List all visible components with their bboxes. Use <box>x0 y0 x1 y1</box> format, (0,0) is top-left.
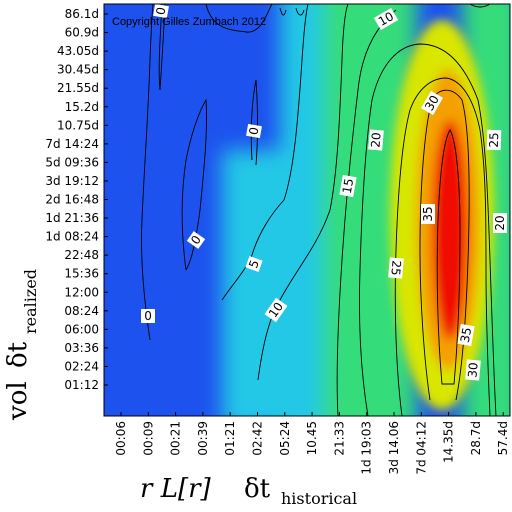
contour-line <box>419 89 470 401</box>
y-tick-label: 43.05d <box>57 44 99 58</box>
x-axis-title-symbol: δt <box>244 474 271 504</box>
contour-label: 35 <box>421 206 435 221</box>
y-tick-label: 1d 08:24 <box>45 230 99 244</box>
contour-label: 10 <box>376 9 396 29</box>
copyright-text: Copyright Gilles Zumbach 2012 <box>112 16 266 28</box>
contour-line <box>141 4 154 341</box>
contour-line <box>359 43 497 416</box>
y-axis-title-subscript: realized <box>21 269 40 334</box>
y-tick-label: 03:36 <box>64 341 99 355</box>
y-tick-label: 01:12 <box>64 378 99 392</box>
y-axis-title-symbol: δt <box>3 341 33 368</box>
y-tick-label: 3d 19:12 <box>45 174 99 188</box>
x-tick-label: 00:09 <box>141 421 155 456</box>
heatmap-field <box>104 4 510 416</box>
contour-label: 25 <box>487 132 502 148</box>
contour-label: 0 <box>246 126 261 136</box>
plot-frame <box>103 3 511 417</box>
x-tick-label: 10.45 <box>305 421 319 455</box>
y-tick-label: 1d 21:36 <box>45 211 99 225</box>
contour-label: 30 <box>422 93 442 113</box>
y-axis: 86.1d 60.9d 43.05d 30.45d 21.55d 15.2d 10.75d 7… <box>45 7 108 392</box>
y-tick-label: 86.1d <box>65 7 99 21</box>
x-axis-title-subscript: historical <box>281 489 357 508</box>
contour-label: 0 <box>144 309 152 323</box>
contour-label: 25 <box>388 260 403 276</box>
y-tick-label: 12:00 <box>64 285 99 299</box>
contour-label: 0 <box>153 6 168 16</box>
contour-line <box>158 4 166 91</box>
x-tick-label: 1d 19:03 <box>360 421 374 475</box>
x-tick-label: 00:39 <box>196 421 210 456</box>
contour-line <box>295 7 305 16</box>
y-tick-label: 15.2d <box>65 100 99 114</box>
contour-label: 15 <box>340 177 356 194</box>
y-tick-label: 7d 14:24 <box>45 137 99 151</box>
x-tick-label: 02:42 <box>251 421 265 456</box>
x-axis: 00:06 00:09 00:21 00:39 01:21 02:42 05:24 10.45… <box>114 412 510 475</box>
contour-line <box>469 4 491 8</box>
y-tick-label: 22:48 <box>64 248 99 262</box>
y-tick-label: 5d 09:36 <box>45 155 99 169</box>
y-tick-label: 10.75d <box>57 118 99 132</box>
x-tick-label: 00:06 <box>114 421 128 456</box>
x-tick-label: 28.7d <box>469 421 483 455</box>
x-tick-label: 05:24 <box>278 421 292 456</box>
y-tick-label: 30.45d <box>57 63 99 77</box>
x-tick-label: 14.35d <box>442 421 456 463</box>
contour-line <box>436 129 461 385</box>
x-tick-label: 01:21 <box>223 421 237 456</box>
x-axis-title-main: r L[r] <box>140 474 212 504</box>
contour-label: 30 <box>465 362 480 378</box>
contour-label: 20 <box>493 215 507 230</box>
y-tick-label: 2d 16:48 <box>45 193 99 207</box>
contour-label: 35 <box>458 326 474 343</box>
y-tick-label: 02:24 <box>64 359 99 373</box>
x-tick-label: 00:21 <box>169 421 183 456</box>
y-tick-label: 06:00 <box>64 322 99 336</box>
contour-labels: 0 0 0 0 5 10 10 15 20 20 25 25 30 30 35 … <box>141 3 507 381</box>
y-axis-title-main: vol <box>3 381 33 421</box>
y-tick-label: 60.9d <box>65 26 99 40</box>
x-tick-label: 7d 04:12 <box>414 421 428 475</box>
x-tick-label: 57.4d <box>496 421 510 455</box>
x-tick-label: 3d 14.06 <box>387 421 401 474</box>
contour-line <box>181 98 207 271</box>
contour-label: 20 <box>368 132 383 148</box>
y-tick-label: 15:36 <box>64 267 99 281</box>
contour-label: 5 <box>246 258 262 270</box>
y-tick-label: 21.55d <box>57 81 99 95</box>
contour-line <box>205 4 273 33</box>
x-tick-label: 21:33 <box>332 421 346 456</box>
contour-line <box>279 7 287 16</box>
y-tick-label: 08:24 <box>64 304 99 318</box>
